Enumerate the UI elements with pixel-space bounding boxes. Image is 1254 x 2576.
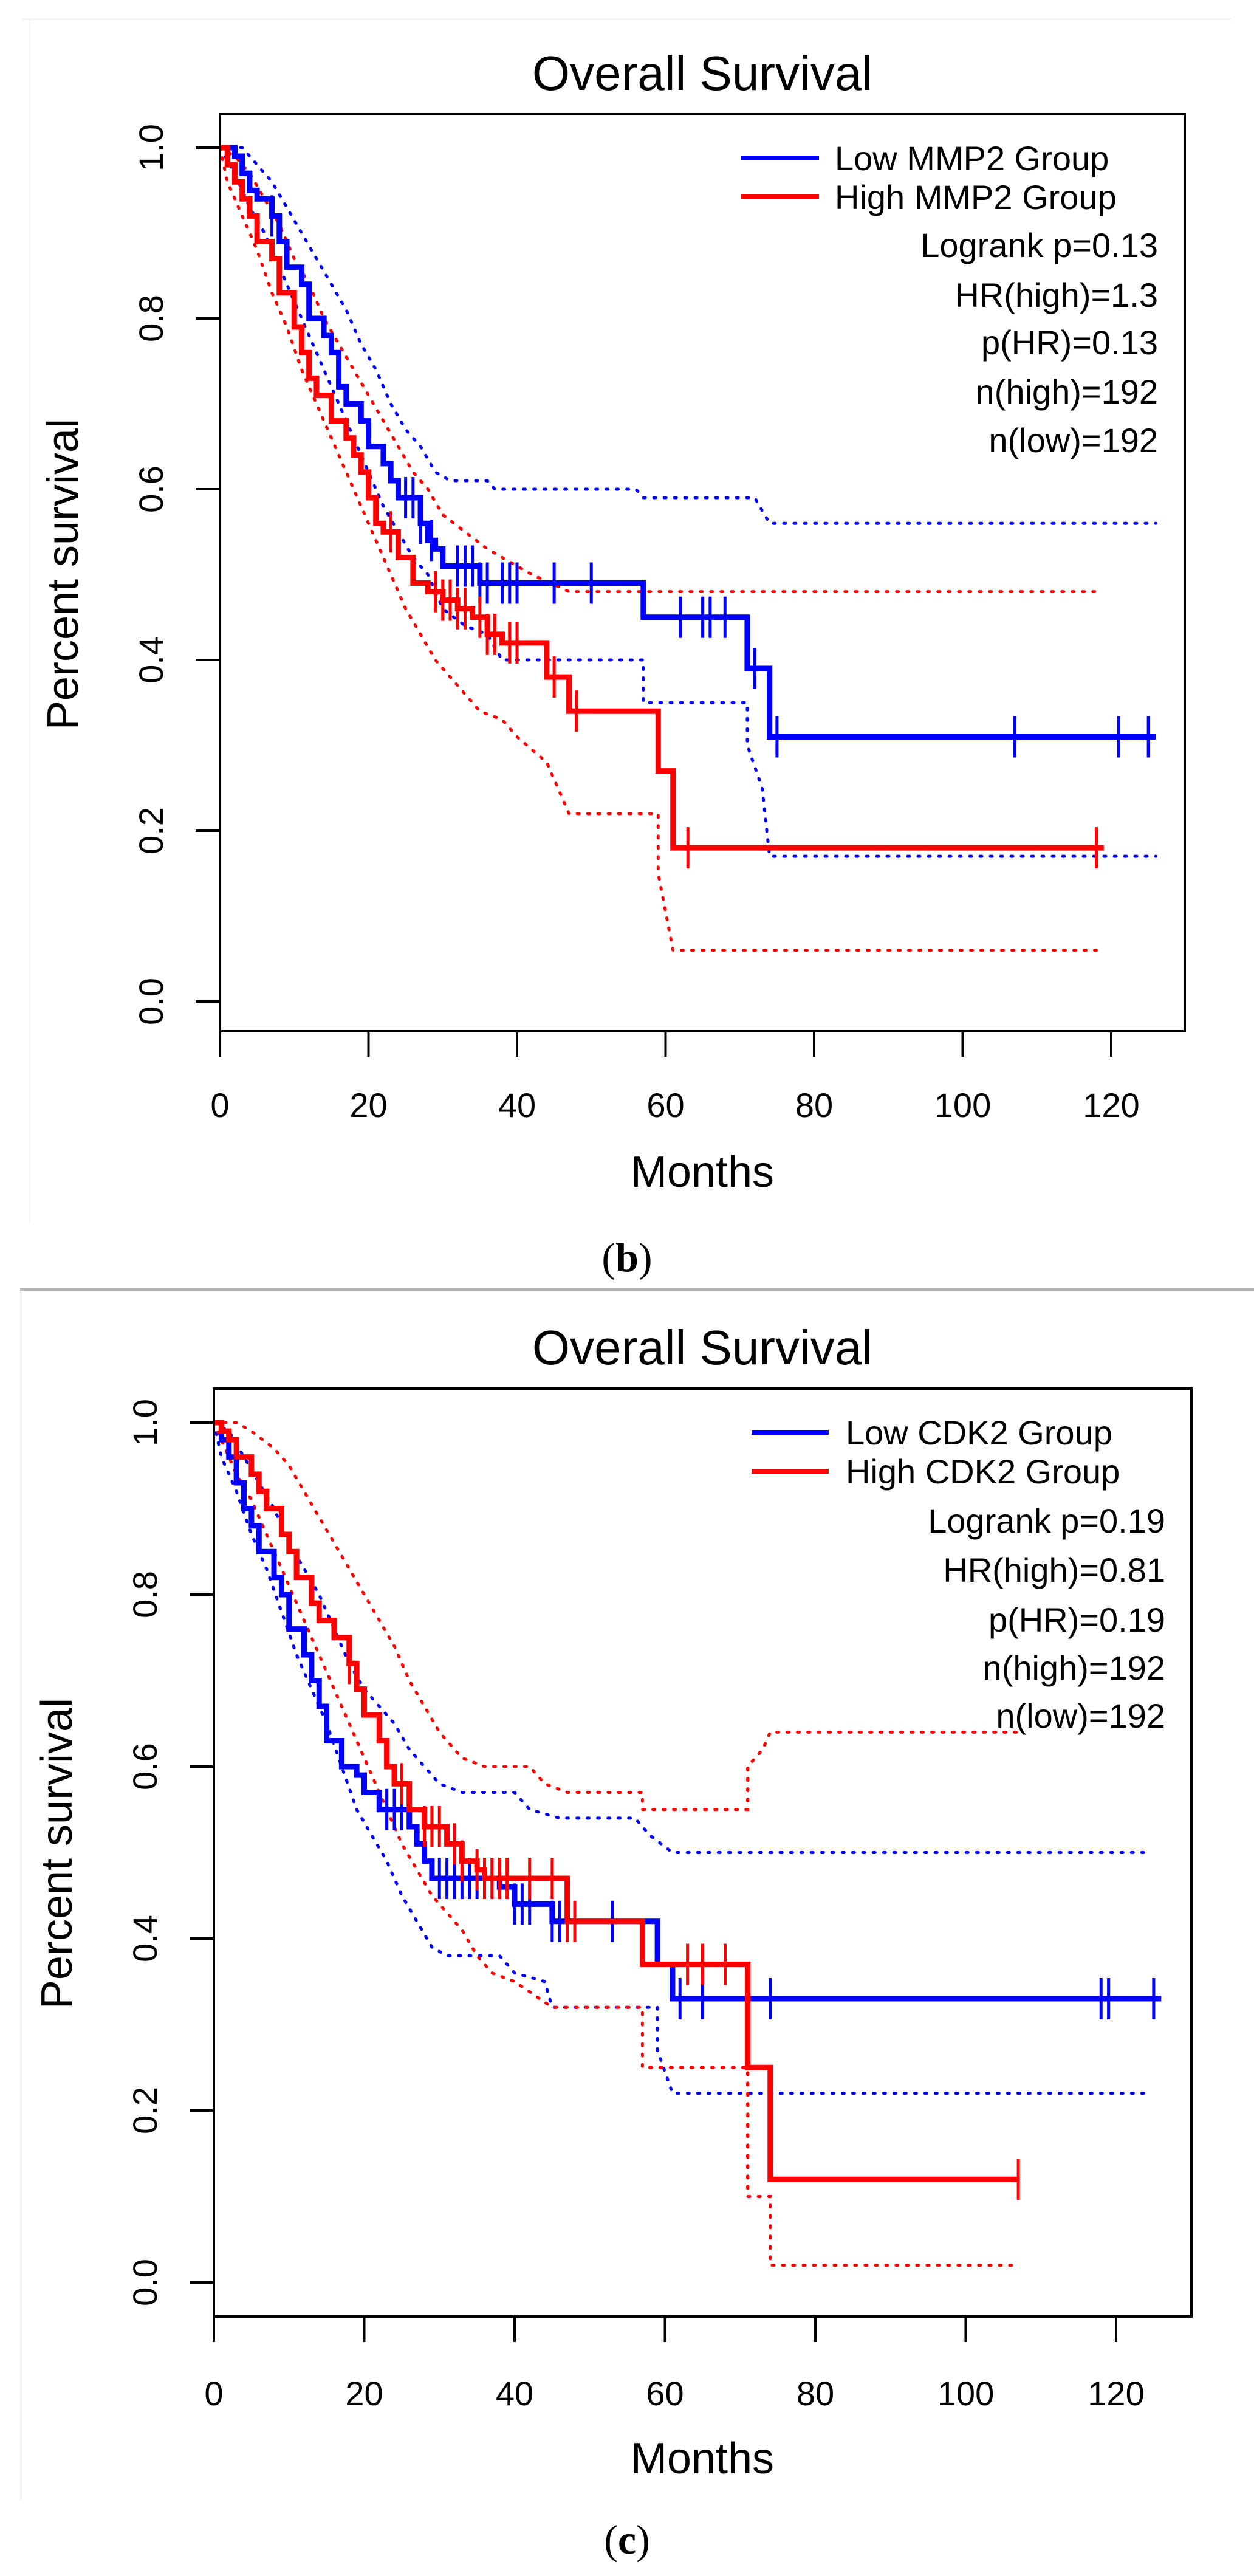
survival-curve-high-mmp2-group bbox=[220, 145, 1104, 851]
ci-lower-line-high-mmp2-group bbox=[218, 146, 1098, 952]
y-tick-label: 0.0 bbox=[126, 2259, 164, 2306]
legend-label-low-cdk2: Low CDK2 Group bbox=[846, 1413, 1112, 1452]
panel-b-left-rule bbox=[29, 19, 30, 1223]
panel-c-label: (c) bbox=[604, 2516, 650, 2563]
ci-lower-line-high-cdk2-group bbox=[212, 1421, 1020, 2267]
legend-label-high-mmp2: High MMP2 Group bbox=[835, 178, 1117, 216]
stat-logrank: Logrank p=0.19 bbox=[928, 1502, 1165, 1540]
stat-n-low: n(low)=192 bbox=[988, 421, 1158, 459]
y-tick-label: 0.4 bbox=[132, 636, 170, 684]
panel-c-left-rule bbox=[20, 1291, 22, 2500]
x-tick-label: 120 bbox=[1088, 2374, 1144, 2413]
panel-c-xlabel: Months bbox=[631, 2434, 774, 2483]
ci-lower-line-low-cdk2-group bbox=[212, 1421, 1148, 2095]
x-tick-label: 120 bbox=[1083, 1086, 1139, 1124]
panel-c-legend: Low CDK2 Group High CDK2 Group Logrank p… bbox=[752, 1413, 1165, 1735]
panel-b: Overall Survival Percent survival Months… bbox=[39, 46, 1186, 1280]
y-tick-label: 0.2 bbox=[126, 2087, 164, 2134]
x-tick-label: 40 bbox=[496, 2374, 533, 2413]
x-tick-label: 20 bbox=[345, 2374, 383, 2413]
stat-n-high: n(high)=192 bbox=[983, 1649, 1165, 1687]
panel-divider bbox=[20, 1288, 1254, 1291]
stat-n-high: n(high)=192 bbox=[976, 373, 1158, 411]
panel-c-plot: 0.0 0.2 0.4 0.6 0.8 1.0 0 20 40 60 80 100 120 bbox=[126, 1387, 1193, 2413]
legend-label-low-mmp2: Low MMP2 Group bbox=[835, 139, 1109, 177]
stat-hr: HR(high)=0.81 bbox=[943, 1551, 1165, 1589]
x-tick-label: 60 bbox=[646, 2374, 684, 2413]
y-tick-label: 0.4 bbox=[126, 1915, 164, 1962]
plot-frame bbox=[219, 113, 1186, 1032]
panel-b-legend: Low MMP2 Group High MMP2 Group Logrank p… bbox=[741, 139, 1158, 459]
ci-upper-line-low-cdk2-group bbox=[212, 1421, 1148, 1854]
legend-label-high-cdk2: High CDK2 Group bbox=[846, 1452, 1120, 1491]
y-tick-label: 0.6 bbox=[132, 465, 170, 513]
y-tick-label: 0.8 bbox=[132, 295, 170, 342]
panel-c-ylabel: Percent survival bbox=[33, 1698, 81, 2009]
y-tick-label: 1.0 bbox=[132, 124, 170, 171]
panel-c: Overall Survival Percent survival Months… bbox=[33, 1321, 1193, 2563]
stat-p-hr: p(HR)=0.13 bbox=[981, 323, 1158, 362]
plot-frame bbox=[213, 1387, 1193, 2318]
panel-b-label: (b) bbox=[601, 1234, 652, 1280]
survival-curve-high-cdk2-group bbox=[214, 1420, 1019, 2182]
y-tick-label: 0.6 bbox=[126, 1743, 164, 1790]
x-tick-label: 80 bbox=[795, 1086, 833, 1124]
y-tick-label: 1.0 bbox=[126, 1399, 164, 1446]
x-tick-label: 20 bbox=[349, 1086, 387, 1124]
stat-hr: HR(high)=1.3 bbox=[954, 276, 1158, 314]
y-tick-label: 0.8 bbox=[126, 1571, 164, 1618]
y-tick-label: 0.0 bbox=[132, 978, 170, 1025]
x-tick-label: 80 bbox=[797, 2374, 834, 2413]
top-rule bbox=[22, 18, 1231, 20]
panel-b-title: Overall Survival bbox=[532, 46, 872, 100]
panel-c-title: Overall Survival bbox=[532, 1321, 872, 1375]
survival-curve-low-cdk2-group bbox=[214, 1420, 1162, 2002]
x-tick-label: 100 bbox=[937, 2374, 994, 2413]
panel-b-plot: 0.0 0.2 0.4 0.6 0.8 1.0 0 20 40 60 80 100 120 bbox=[132, 113, 1186, 1124]
stat-p-hr: p(HR)=0.19 bbox=[988, 1601, 1165, 1639]
panel-b-ylabel: Percent survival bbox=[39, 419, 87, 730]
y-tick-label: 0.2 bbox=[132, 807, 170, 854]
stat-n-low: n(low)=192 bbox=[996, 1697, 1165, 1735]
x-tick-label: 0 bbox=[210, 1086, 229, 1124]
ci-upper-line-low-mmp2-group bbox=[218, 146, 1157, 525]
x-tick-label: 0 bbox=[204, 2374, 223, 2413]
x-tick-label: 100 bbox=[934, 1086, 991, 1124]
stat-logrank: Logrank p=0.13 bbox=[920, 226, 1158, 264]
x-tick-label: 40 bbox=[498, 1086, 536, 1124]
survival-curve-low-mmp2-group bbox=[220, 145, 1156, 740]
panel-b-xlabel: Months bbox=[631, 1148, 774, 1197]
x-tick-label: 60 bbox=[646, 1086, 684, 1124]
